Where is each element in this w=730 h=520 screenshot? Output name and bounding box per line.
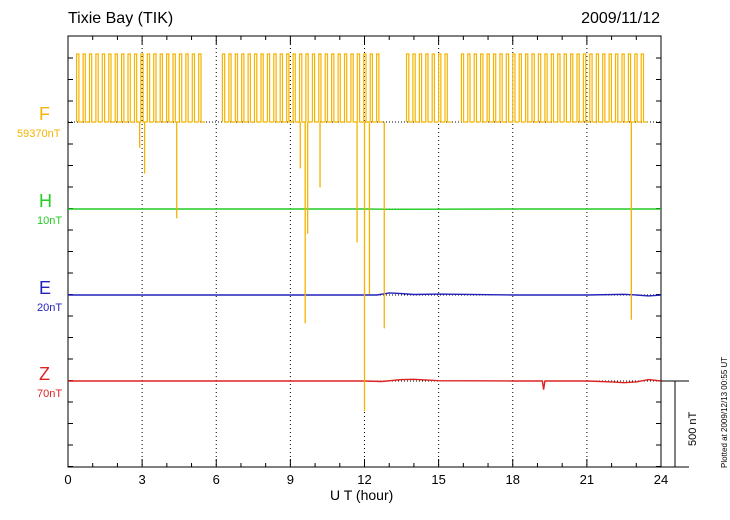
date-label: 2009/11/12 (581, 10, 660, 27)
x-tick-label: 12 (357, 472, 371, 487)
x-tick-label: 15 (431, 472, 445, 487)
station-title: Tixie Bay (TIK) (68, 10, 174, 27)
component-f-baseline: 59370nT (17, 128, 61, 140)
component-h-label: H (39, 191, 52, 211)
component-e-baseline: 20nT (37, 302, 63, 314)
series-e-line (68, 292, 662, 297)
series-z-line (68, 378, 662, 390)
component-z-baseline: 70nT (37, 388, 63, 400)
plotted-timestamp: Plotted at 2009/12/13 00:55 UT (720, 356, 729, 468)
x-tick-label: 24 (654, 472, 668, 487)
x-tick-label: 18 (506, 472, 520, 487)
component-e-label: E (39, 278, 52, 298)
component-f-label: F (39, 104, 50, 124)
series-f-line (76, 53, 648, 123)
x-tick-label: 6 (213, 472, 220, 487)
x-tick-label: 0 (64, 472, 71, 487)
scale-bar-label: 500 nT (687, 411, 699, 446)
component-z-label: Z (39, 364, 50, 384)
x-axis-label: U T (hour) (330, 487, 394, 503)
x-tick-label: 21 (580, 472, 594, 487)
x-tick-label: 9 (287, 472, 294, 487)
component-h-baseline: 10nT (37, 215, 63, 227)
x-tick-label: 3 (139, 472, 146, 487)
